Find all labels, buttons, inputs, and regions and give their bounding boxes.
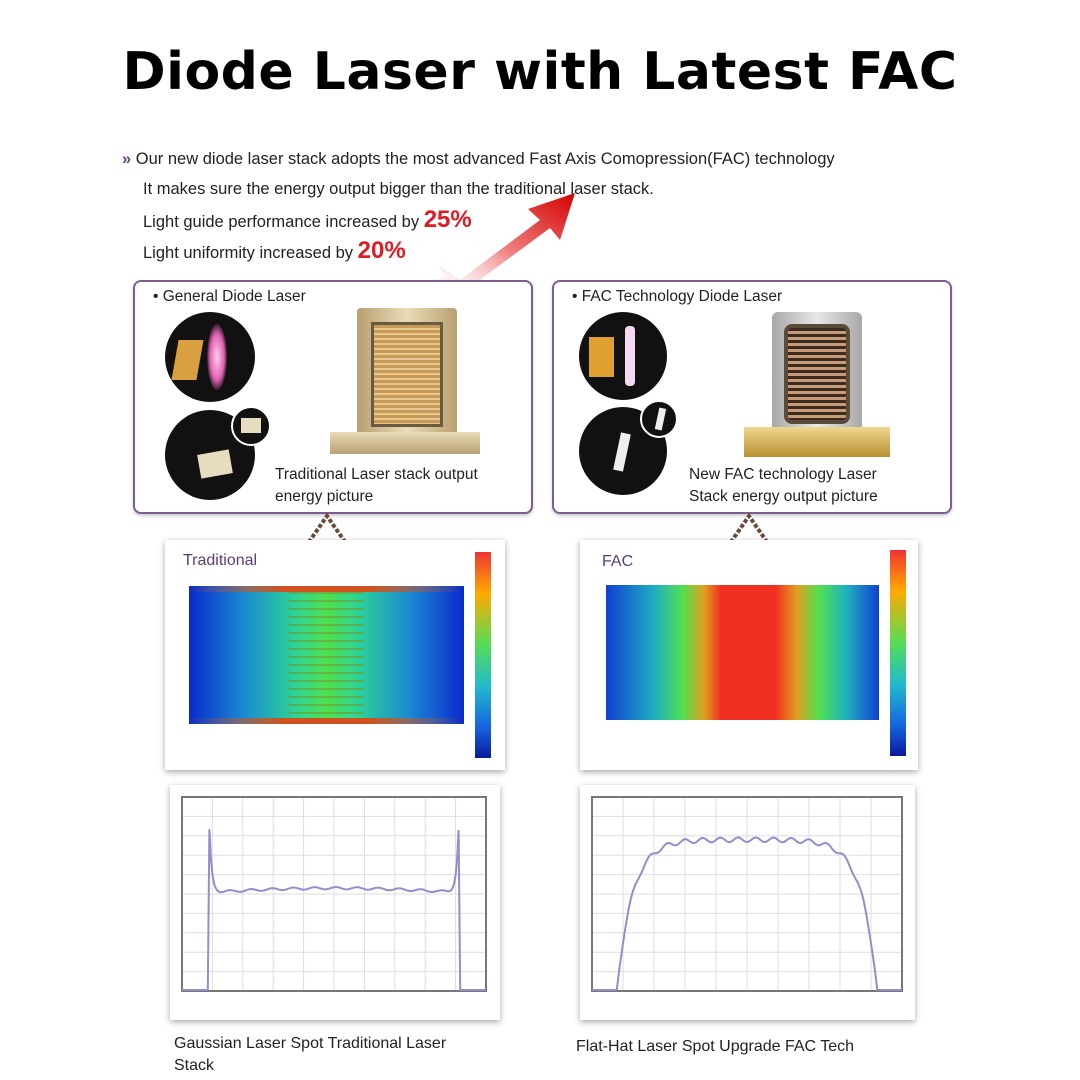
plot-frame xyxy=(181,796,487,992)
intro-text-1: Our new diode laser stack adopts the mos… xyxy=(135,150,835,168)
fac-diode-laser-box: • FAC Technology Diode Laser New FAC tec… xyxy=(552,280,952,514)
beam-spot-image xyxy=(165,312,255,402)
laser-stack-base xyxy=(744,427,890,457)
page-title: Diode Laser with Latest FAC xyxy=(122,42,958,102)
box-label: • FAC Technology Diode Laser xyxy=(572,288,783,305)
intro-line-4: Light uniformity increased by 20% xyxy=(143,237,406,265)
spot-inset-image xyxy=(640,400,678,438)
traditional-profile-panel xyxy=(170,785,500,1020)
box-caption-2: energy picture xyxy=(275,488,374,505)
intro-text-3: Light guide performance increased by xyxy=(143,213,420,231)
box-caption-1: Traditional Laser stack output xyxy=(275,466,478,483)
fac-heatmap xyxy=(606,585,879,720)
intro-line-1: » Our new diode laser stack adopts the m… xyxy=(122,150,835,169)
fac-profile-panel xyxy=(580,785,915,1020)
traditional-heatmap xyxy=(189,586,464,724)
intro-text-4: Light uniformity increased by xyxy=(143,244,354,262)
profile-line xyxy=(182,829,486,991)
fac-heatmap-panel: FAC xyxy=(580,540,918,770)
box-label: • General Diode Laser xyxy=(153,288,306,305)
uniformity-percent: 20% xyxy=(357,237,406,264)
beam-spot-image xyxy=(579,312,667,400)
intro-line-2: It makes sure the energy output bigger t… xyxy=(143,180,654,198)
general-diode-laser-box: • General Diode Laser Traditional Laser … xyxy=(133,280,533,514)
heatmap-label: FAC xyxy=(602,553,634,570)
plot-caption-3: Flat-Hat Laser Spot Upgrade FAC Tech xyxy=(576,1038,855,1055)
profile-line xyxy=(592,836,902,991)
laser-stack-base xyxy=(330,432,480,454)
plot-caption-2: Stack xyxy=(174,1057,215,1074)
laser-stack-image xyxy=(772,312,862,437)
colorbar xyxy=(475,552,491,758)
bullet-icon: » xyxy=(122,150,132,168)
spot-inset-image xyxy=(231,406,271,446)
heatmap-label: Traditional xyxy=(183,552,258,569)
plot-caption-1: Gaussian Laser Spot Traditional Laser xyxy=(174,1035,447,1052)
fac-profile-plot xyxy=(591,796,903,992)
box-caption-1: New FAC technology Laser xyxy=(689,466,877,483)
box-caption-2: Stack energy output picture xyxy=(689,488,878,505)
traditional-profile-plot xyxy=(181,796,487,992)
plot-frame xyxy=(591,796,903,992)
colorbar xyxy=(890,550,906,756)
laser-stack-image xyxy=(357,308,457,443)
performance-percent: 25% xyxy=(423,206,472,233)
traditional-heatmap-panel: Traditional xyxy=(165,540,505,770)
intro-line-3: Light guide performance increased by 25% xyxy=(143,206,472,234)
